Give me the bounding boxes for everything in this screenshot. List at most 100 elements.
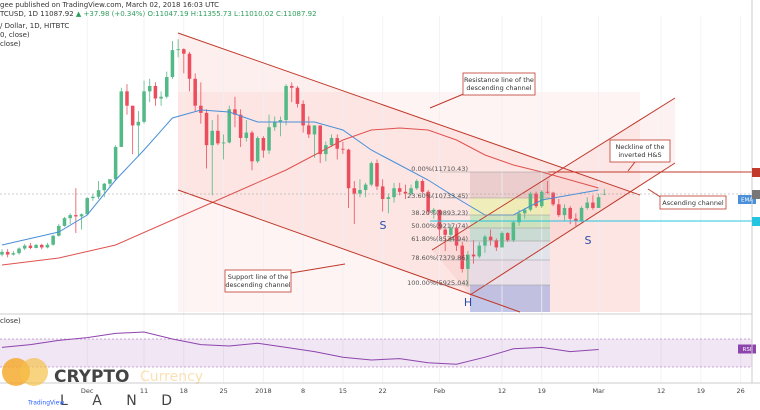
candle-body (358, 190, 362, 194)
candle-body (324, 145, 328, 155)
x-tick-label: 26 (736, 387, 744, 395)
candle-body (0, 251, 4, 255)
fib-band (470, 260, 550, 285)
candle-body (40, 244, 44, 248)
pattern-label: S (380, 219, 387, 232)
candle-body (17, 248, 21, 254)
candle-body (68, 215, 72, 219)
candle-body (363, 184, 368, 191)
legend-line: close) (0, 40, 21, 48)
pattern-label: S (585, 234, 592, 247)
x-tick-label: Dec (81, 387, 94, 395)
x-tick-label: 8 (301, 387, 305, 395)
x-tick-label: 25 (219, 387, 227, 395)
candle-body (568, 207, 572, 219)
x-tick-label: 19 (538, 387, 546, 395)
candle-body (11, 253, 16, 255)
candle-body (85, 198, 89, 215)
candle-body (352, 188, 357, 194)
candle-body (460, 245, 464, 269)
candle-body (193, 78, 197, 106)
candle-body (5, 251, 10, 255)
x-tick-label: 19 (697, 387, 705, 395)
legend-line: / Dollar, 1D, HITBTC (0, 22, 69, 30)
candle-body (278, 120, 283, 122)
candle-body (415, 181, 419, 189)
fib-label: 100.00%(5925.04) (407, 279, 468, 287)
candle-body (312, 125, 317, 135)
series-tag (738, 344, 756, 354)
fib-label: 61.80%(8534.94) (411, 235, 468, 243)
candle-body (403, 191, 408, 194)
candle-body (34, 244, 38, 248)
fib-band (470, 241, 550, 260)
candle-body (176, 49, 180, 51)
x-tick-label: 15 (339, 387, 347, 395)
candle-body (244, 132, 249, 138)
fib-label: 50.00%(9217.74) (411, 222, 468, 230)
logo-sub: L A N D (60, 393, 182, 409)
candle-body (290, 85, 294, 88)
candle-body (591, 202, 595, 208)
x-tick-label: 12 (498, 387, 506, 395)
ascending-upper (431, 97, 676, 251)
candle-body (301, 103, 305, 126)
price-tag (752, 217, 760, 226)
candle-body (432, 209, 436, 212)
candle-body (272, 121, 277, 128)
candle-body (51, 235, 55, 245)
candle-body (540, 191, 544, 207)
logo-faint: Currency (140, 369, 203, 385)
candle-body (250, 132, 254, 162)
symbol: TCUSD, 1D (0, 10, 38, 18)
candle-body (28, 245, 33, 248)
x-tick-label: 18 (180, 387, 188, 395)
candle-body (579, 207, 584, 221)
candle-body (102, 183, 107, 191)
candle-body (119, 91, 124, 147)
change: ▲ +37.98 (+0.34%) (76, 10, 146, 18)
candle-body (238, 114, 243, 138)
annotation: Neckline of the (616, 143, 665, 151)
candle-body (392, 188, 396, 198)
rsi-label: close) (0, 317, 21, 325)
candle-body (397, 188, 402, 192)
fib-label: 38.20%(9893.23) (411, 209, 468, 217)
candle-body (170, 50, 175, 77)
candle-body (165, 76, 169, 97)
logo: CRYPTO Currency L A N D TradingView (2, 358, 203, 409)
powered-by: TradingView (27, 400, 64, 407)
candle-body (136, 121, 141, 126)
candle-body (574, 218, 578, 221)
candle-body (159, 96, 163, 99)
ohlc: O:11047.19 H:11355.73 L:11010.02 C:11087… (147, 10, 316, 18)
candle-body (380, 186, 385, 199)
candle-body (210, 130, 214, 146)
last-price: 11087.92 (40, 10, 73, 18)
candle-body (534, 193, 538, 207)
callout-box (462, 72, 536, 96)
candle-body (494, 240, 499, 248)
candle-body (596, 197, 601, 208)
candle-body (216, 130, 220, 144)
candle-body (295, 87, 300, 104)
x-tick-label: 22 (379, 387, 387, 395)
x-tick-label: 12 (657, 387, 665, 395)
candle-body (369, 163, 374, 185)
candle-body (545, 191, 550, 193)
line-series (1, 127, 599, 266)
logo-mark (20, 358, 48, 386)
candle-body (147, 85, 152, 92)
candle-body (62, 218, 67, 226)
ascending-lower (469, 162, 676, 296)
candle-body (204, 112, 209, 146)
candle-body (528, 193, 533, 210)
candle-body (125, 91, 129, 106)
candle-body (113, 146, 118, 180)
annotation: Resistance line of the (464, 76, 534, 84)
callout-arrow (290, 263, 346, 274)
x-tick-label: 2018 (255, 387, 272, 395)
candle-body (187, 53, 192, 79)
